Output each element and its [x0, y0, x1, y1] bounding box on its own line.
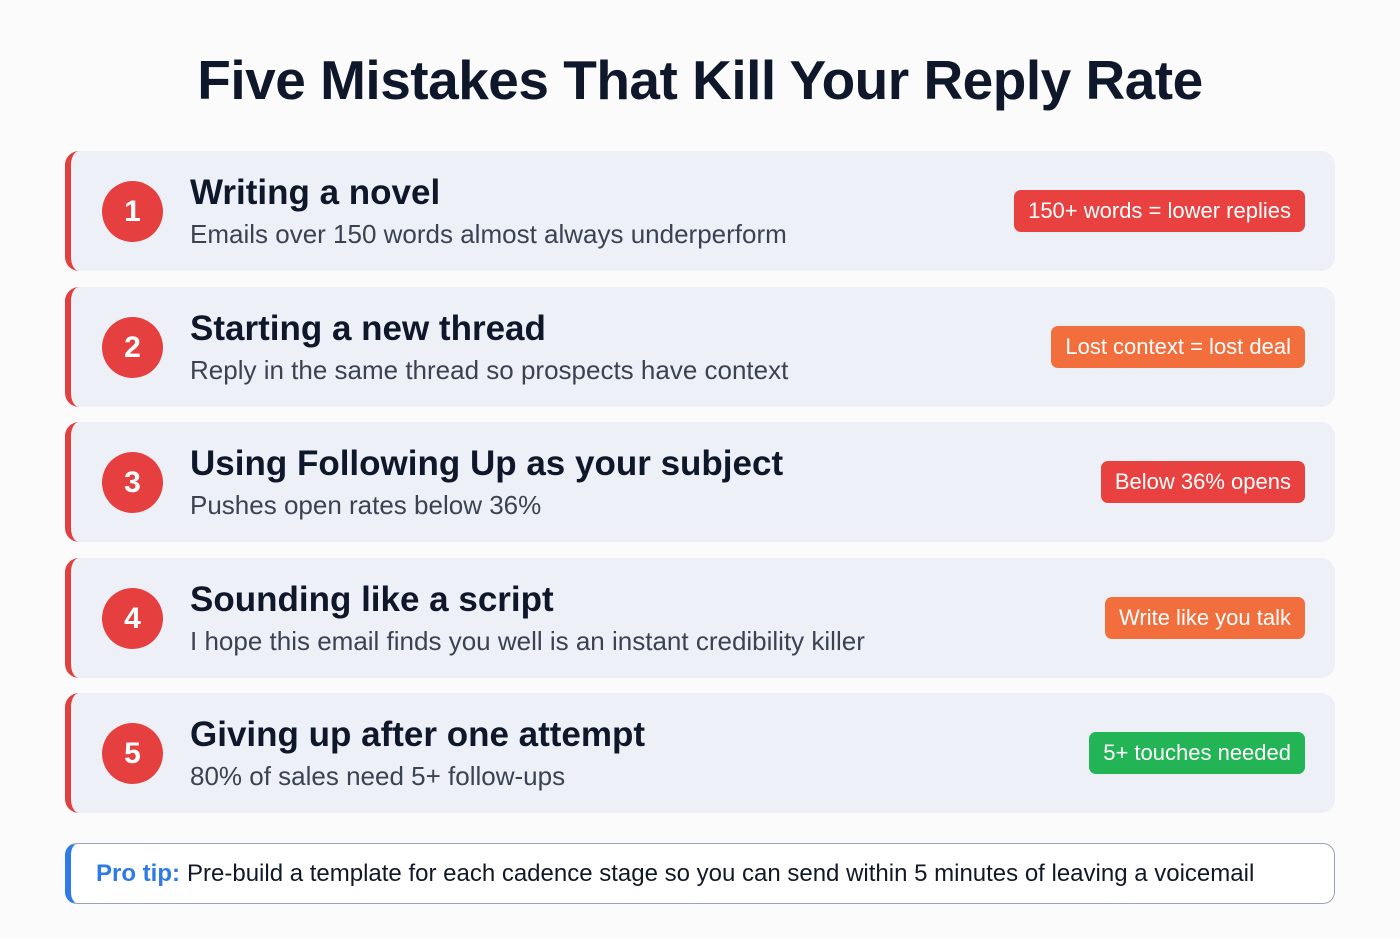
number-badge: 4 [102, 588, 163, 649]
pro-tip-label: Pro tip: [96, 859, 180, 887]
mistake-subtitle: Reply in the same thread so prospects ha… [190, 355, 789, 385]
mistake-title: Using Following Up as your subject [190, 444, 784, 483]
pro-tip: Pro tip: Pre-build a template for each c… [65, 843, 1335, 904]
mistake-title: Giving up after one attempt [190, 715, 646, 754]
mistake-title: Starting a new thread [190, 309, 546, 348]
number-badge: 3 [102, 452, 163, 513]
mistake-card: 4 Sounding like a script I hope this ema… [65, 558, 1335, 678]
stat-badge: Lost context = lost deal [1051, 326, 1305, 368]
stat-badge: 150+ words = lower replies [1014, 190, 1305, 232]
stat-badge: Below 36% opens [1100, 461, 1305, 503]
mistake-subtitle: Emails over 150 words almost always unde… [190, 219, 787, 249]
stat-badge: 5+ touches needed [1089, 732, 1305, 774]
mistake-card: 1 Writing a novel Emails over 150 words … [65, 151, 1335, 271]
number-badge: 1 [102, 181, 163, 242]
stat-badge: Write like you talk [1105, 597, 1305, 639]
number-badge: 5 [102, 723, 163, 784]
number-badge: 2 [102, 317, 163, 378]
mistake-title: Sounding like a script [190, 580, 554, 619]
mistake-subtitle: I hope this email finds you well is an i… [190, 626, 865, 656]
mistake-subtitle: Pushes open rates below 36% [190, 490, 542, 520]
mistake-card: 5 Giving up after one attempt 80% of sal… [65, 693, 1335, 813]
mistake-title: Writing a novel [190, 173, 441, 212]
pro-tip-text: Pre-build a template for each cadence st… [187, 859, 1255, 887]
mistake-card: 2 Starting a new thread Reply in the sam… [65, 287, 1335, 407]
page-title: Five Mistakes That Kill Your Reply Rate [197, 49, 1203, 111]
mistake-card: 3 Using Following Up as your subject Pus… [65, 422, 1335, 542]
mistake-subtitle: 80% of sales need 5+ follow-ups [190, 761, 566, 791]
